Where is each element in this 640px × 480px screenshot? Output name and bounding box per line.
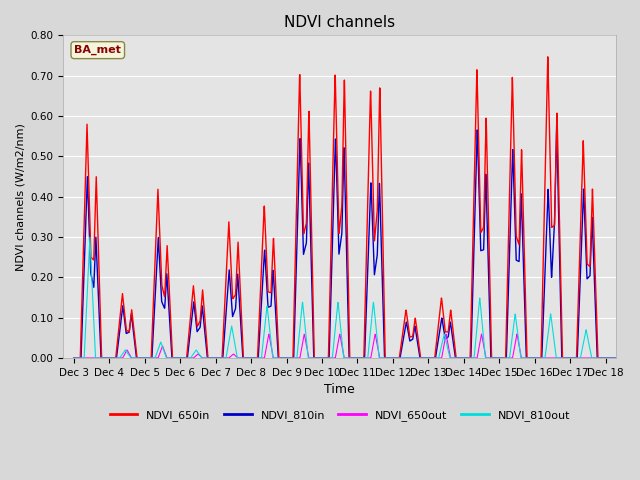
Text: BA_met: BA_met — [74, 45, 121, 55]
Y-axis label: NDVI channels (W/m2/nm): NDVI channels (W/m2/nm) — [15, 123, 25, 271]
Legend: NDVI_650in, NDVI_810in, NDVI_650out, NDVI_810out: NDVI_650in, NDVI_810in, NDVI_650out, NDV… — [105, 406, 575, 425]
Title: NDVI channels: NDVI channels — [284, 15, 396, 30]
X-axis label: Time: Time — [324, 383, 355, 396]
